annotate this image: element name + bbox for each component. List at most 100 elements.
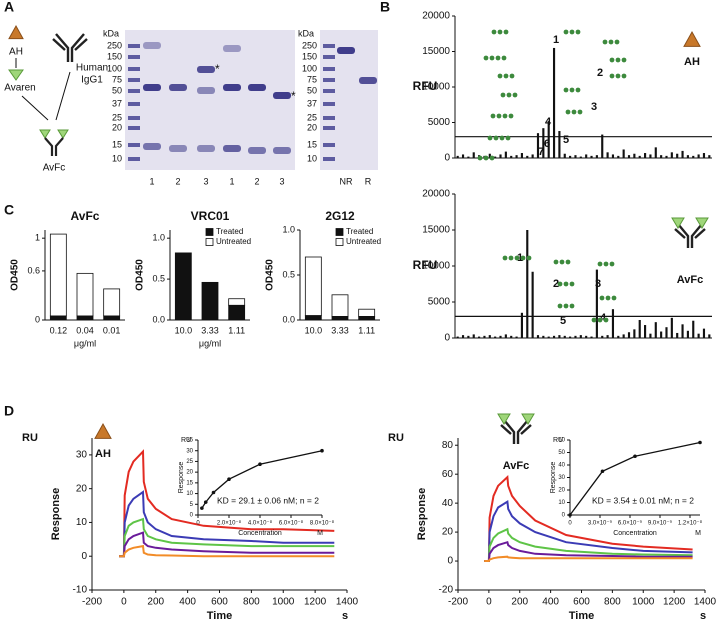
- x-tick-label: 1.11: [228, 325, 245, 335]
- bar: [611, 154, 615, 158]
- glycan-icon: [569, 29, 575, 35]
- bar: [542, 335, 545, 338]
- glycan-icon: [495, 55, 501, 61]
- y-tick-label: 80: [442, 440, 454, 451]
- gel-star: *: [291, 89, 296, 103]
- ladder-band: [323, 78, 335, 82]
- bar-segment: [304, 256, 322, 316]
- bar: [708, 334, 711, 338]
- x-unit: M: [317, 530, 323, 537]
- glycan-icon: [602, 39, 608, 45]
- y-tick-label: 15000: [422, 46, 450, 57]
- diagram-label: AH: [9, 47, 23, 58]
- bar: [461, 154, 465, 158]
- bar: [494, 156, 497, 158]
- glycan-icon: [483, 155, 489, 161]
- bar-segment: [103, 315, 121, 321]
- gel-band: [273, 92, 291, 99]
- gel-marker: 15: [112, 139, 122, 149]
- bar: [644, 153, 647, 158]
- x-tick-label: 1000: [632, 597, 655, 608]
- x-tick-label: 0.01: [103, 325, 121, 335]
- series-line: [119, 517, 335, 558]
- data-point: [211, 490, 216, 495]
- series-line: [484, 540, 693, 562]
- chart-title: 2G12: [325, 209, 355, 223]
- x-axis-label: Time: [207, 610, 232, 622]
- x-axis-label: μg/ml: [199, 338, 221, 348]
- x-tick-label: 1.2×10⁻⁸: [678, 520, 703, 527]
- bar: [510, 155, 513, 158]
- ladder-band: [323, 89, 335, 93]
- glycan-icon: [557, 281, 563, 287]
- bar: [627, 332, 631, 338]
- peak-label: 5: [563, 134, 569, 146]
- y-tick-label: 20: [76, 483, 88, 494]
- avaren-icon: [8, 69, 24, 81]
- x-unit: M: [695, 530, 701, 537]
- legend-swatch: [205, 238, 214, 246]
- bar: [547, 336, 550, 338]
- y-tick-label: 20: [186, 470, 193, 476]
- avaren-icon: [497, 413, 511, 425]
- glycan-icon: [520, 255, 526, 261]
- ladder-band: [128, 143, 140, 147]
- gel-band: [248, 84, 266, 91]
- ladder-band: [323, 143, 335, 147]
- peak-label: 2: [553, 278, 559, 290]
- bar: [531, 154, 534, 158]
- y-unit: RU: [553, 437, 563, 444]
- y-tick-label: 40: [558, 463, 565, 469]
- x-tick-label: 600: [211, 597, 228, 608]
- glycan-icon: [563, 303, 569, 309]
- glycan-icon: [506, 92, 512, 98]
- bar: [456, 155, 459, 158]
- series-line: [119, 449, 335, 558]
- y-tick-label: 0: [562, 513, 566, 519]
- bar-segment: [331, 294, 349, 317]
- bar: [542, 128, 545, 158]
- y-tick-label: 1.0: [152, 233, 165, 243]
- panel-label: A: [4, 0, 14, 15]
- bar: [601, 134, 604, 158]
- x-tick-label: 10.0: [175, 325, 193, 335]
- bar: [601, 335, 604, 338]
- ladder-band: [128, 126, 140, 130]
- glycan-icon: [577, 109, 583, 115]
- fit-annotation: KD = 29.1 ± 0.06 nM; n = 2: [217, 495, 319, 505]
- glycan-icon: [502, 255, 508, 261]
- gel-band: [143, 42, 161, 49]
- x-axis-label: Concentration: [238, 530, 282, 537]
- bar: [665, 155, 668, 158]
- x-axis-label: μg/ml: [74, 338, 96, 348]
- y-axis-label: Response: [50, 488, 62, 541]
- bar: [676, 332, 679, 338]
- y-tick-label: 10000: [422, 261, 450, 272]
- glycan-icon: [491, 29, 497, 35]
- x-tick-label: 8.0×10⁻⁸: [310, 520, 335, 527]
- gel-band: [337, 47, 355, 54]
- glycan-icon: [477, 155, 483, 161]
- series-line: [119, 490, 335, 558]
- glycan-icon: [563, 29, 569, 35]
- glycan-icon: [569, 87, 575, 93]
- gel-band: [273, 147, 291, 154]
- y-tick-label: 0: [190, 513, 194, 519]
- gel-band: [359, 77, 377, 84]
- y-unit: RU: [388, 432, 404, 444]
- lane-label: NR: [340, 176, 353, 186]
- bar: [526, 155, 529, 158]
- glycan-icon: [508, 255, 514, 261]
- glycan-icon: [512, 92, 518, 98]
- y-axis-label: Response: [178, 462, 185, 494]
- y-unit: RU: [22, 432, 38, 444]
- x-tick-label: 0.12: [50, 325, 68, 335]
- bar: [585, 335, 588, 338]
- bar: [531, 271, 534, 338]
- peak-label: 4: [600, 312, 607, 324]
- glycan-icon: [569, 303, 575, 309]
- gel-marker: 37: [112, 98, 122, 108]
- y-tick-label: 60: [558, 438, 565, 444]
- gel-marker: 75: [307, 74, 317, 84]
- x-tick-label: 0.04: [76, 325, 94, 335]
